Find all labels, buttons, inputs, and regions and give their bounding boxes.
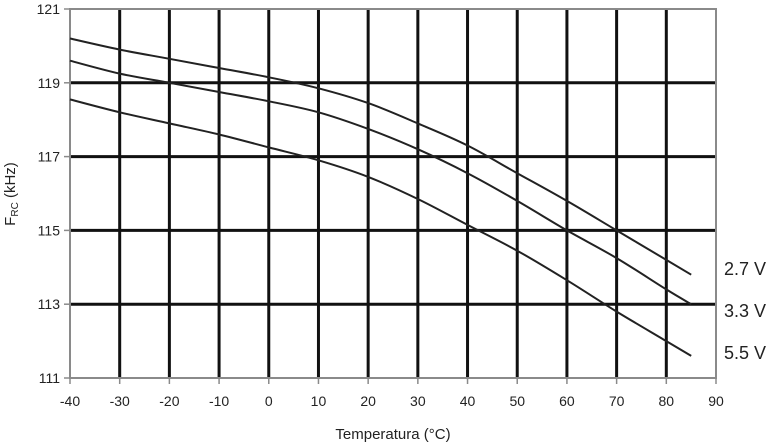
- x-tick-label-50: 50: [509, 393, 525, 409]
- x-tick-label-40: -40: [60, 393, 80, 409]
- axis-ticks: [64, 8, 717, 384]
- series-label-3-3-v: 3.3 V: [724, 301, 766, 321]
- x-tick-label-20: 20: [360, 393, 376, 409]
- x-tick-label-60: 60: [559, 393, 575, 409]
- y-axis-title-main: F: [2, 217, 19, 226]
- x-tick-label-90: 90: [708, 393, 724, 409]
- series-lines: [69, 37, 692, 357]
- x-tick-label-80: 80: [659, 393, 675, 409]
- series-line-3-3-v: [69, 59, 692, 306]
- x-tick-label-0: 0: [265, 393, 273, 409]
- x-tick-label-30: 30: [410, 393, 426, 409]
- y-tick-label-111: 111: [39, 370, 60, 386]
- series-line-5-5-v: [69, 98, 692, 357]
- y-axis-title: FRC (kHz): [2, 162, 21, 226]
- y-axis-title-sub: RC: [10, 202, 21, 216]
- y-tick-label-117: 117: [38, 149, 61, 165]
- grid-lines: [70, 9, 716, 378]
- y-tick-label-113: 113: [38, 296, 61, 312]
- y-tick-label-115: 115: [38, 222, 61, 238]
- y-axis-title-unit: (kHz): [2, 162, 19, 202]
- x-tick-label-10: 10: [311, 393, 327, 409]
- y-tick-label-121: 121: [37, 1, 61, 17]
- x-axis-title: Temperatura (°C): [335, 426, 450, 443]
- x-tick-label-70: 70: [609, 393, 625, 409]
- series-line-2-7-v: [69, 37, 692, 276]
- series-label-2-7-v: 2.7 V: [724, 259, 766, 279]
- x-tick-label-40: 40: [460, 393, 476, 409]
- tick-labels: -40 -30 -20 -10 0 10 20 30 40 50 60 70 80 90 111 113 115…: [37, 1, 766, 409]
- x-tick-label-10: -10: [209, 393, 229, 409]
- plot-frame: [69, 8, 717, 379]
- x-tick-label-30: -30: [110, 393, 130, 409]
- x-tick-label-20: -20: [159, 393, 179, 409]
- series-label-5-5-v: 5.5 V: [724, 343, 766, 363]
- y-tick-label-119: 119: [38, 75, 61, 91]
